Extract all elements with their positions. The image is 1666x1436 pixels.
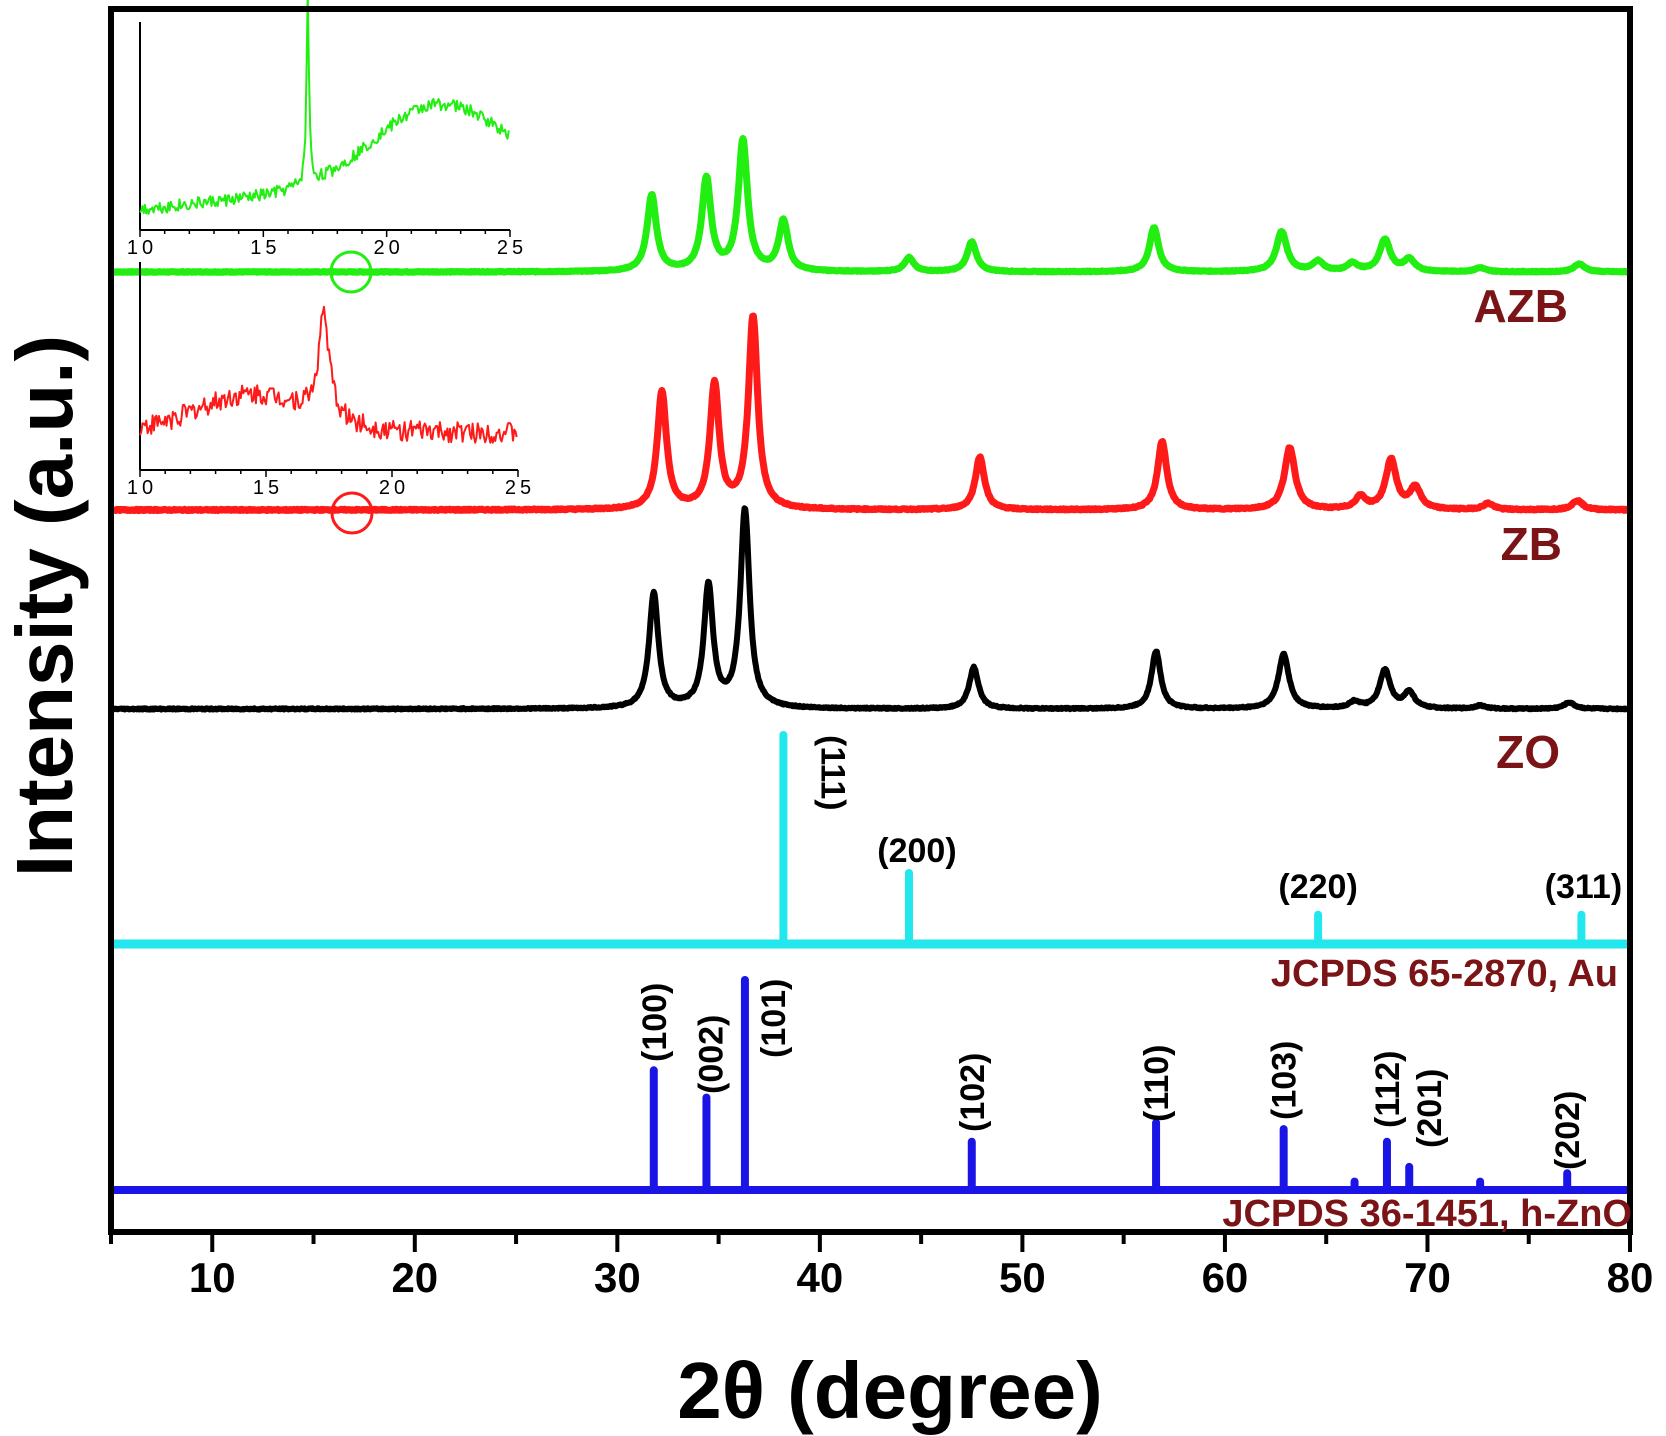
x-tick-label: 10 xyxy=(189,1254,236,1301)
series-line-zo xyxy=(108,505,1632,713)
inset-tick-label: 25 xyxy=(505,477,535,499)
inset-azb: 10 15 20 25 xyxy=(127,0,527,294)
hkl-label: (102) xyxy=(954,1053,992,1132)
hkl-label: (220) xyxy=(1278,868,1357,906)
x-axis: 10 20 30 40 50 60 70 80 xyxy=(109,1232,1654,1301)
x-tick-label: 60 xyxy=(1202,1254,1249,1301)
inset-curve xyxy=(139,305,518,444)
hkl-label: (201) xyxy=(1411,1069,1449,1148)
x-axis-title: 2θ (degree) xyxy=(677,1346,1103,1435)
series-line-zb xyxy=(108,312,1632,515)
plot-frame xyxy=(108,6,1633,1235)
label-zno-reference: JCPDS 36-1451, h-ZnO xyxy=(1222,1193,1632,1235)
hkl-label: (002) xyxy=(692,1015,730,1094)
inset-marker-circle xyxy=(329,250,373,294)
x-tick-label: 50 xyxy=(999,1254,1046,1301)
label-azb: AZB xyxy=(1473,280,1568,332)
x-tick-label: 70 xyxy=(1404,1254,1451,1301)
inset-tick-label: 15 xyxy=(250,237,280,259)
hkl-label: (111) xyxy=(813,735,851,811)
inset-marker-circle xyxy=(330,491,374,535)
inset-tick-label: 20 xyxy=(374,237,404,259)
hkl-label: (311) xyxy=(1545,868,1623,906)
hkl-label: (110) xyxy=(1138,1045,1176,1123)
inset-tick-label: 20 xyxy=(379,477,409,499)
label-zo: ZO xyxy=(1496,726,1560,778)
inset-tick-label: 15 xyxy=(253,477,283,499)
hkl-label: (202) xyxy=(1549,1091,1587,1170)
inset-zb: 10 15 20 25 xyxy=(127,262,535,535)
plot-area: (111) (200) (220) (311) (100) (002) (101) (102)… xyxy=(108,0,1632,1194)
inset-tick-label: 10 xyxy=(127,237,157,259)
x-tick-label: 40 xyxy=(797,1254,844,1301)
hkl-label: (112) xyxy=(1369,1051,1407,1129)
inset-curve xyxy=(139,0,510,215)
inset-tick-label: 10 xyxy=(127,477,157,499)
y-axis-title: Intensity (a.u.) xyxy=(0,335,89,877)
x-tick-label: 80 xyxy=(1607,1254,1654,1301)
hkl-label: (103) xyxy=(1266,1041,1304,1120)
x-tick-label: 30 xyxy=(594,1254,641,1301)
label-zb: ZB xyxy=(1501,518,1562,570)
hkl-label: (200) xyxy=(877,832,956,870)
label-au-reference: JCPDS 65-2870, Au xyxy=(1271,953,1618,995)
hkl-label: (100) xyxy=(636,983,674,1062)
x-tick-label: 20 xyxy=(391,1254,438,1301)
hkl-label: (101) xyxy=(755,979,793,1058)
series-line-azb xyxy=(108,135,1632,276)
inset-tick-label: 25 xyxy=(497,237,527,259)
